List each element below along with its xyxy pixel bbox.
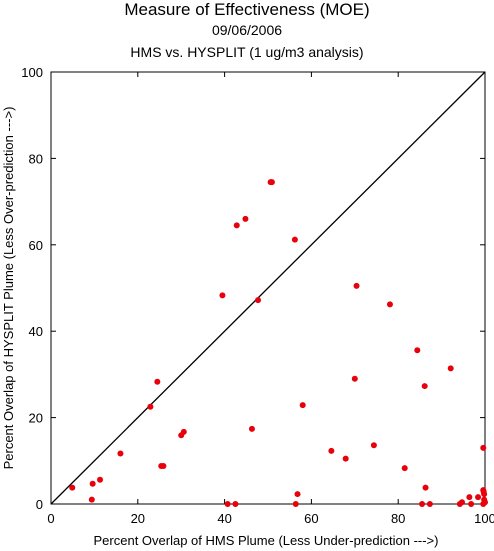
data-point (422, 484, 429, 491)
x-tick-label: 0 (47, 511, 54, 526)
data-point (248, 425, 255, 432)
y-tick-label: 60 (29, 238, 43, 253)
y-tick-label: 0 (36, 497, 43, 512)
data-point (97, 476, 104, 483)
data-point (468, 501, 475, 507)
data-point (219, 292, 226, 299)
data-point (147, 403, 154, 410)
data-point (401, 465, 408, 472)
x-tick-label: 80 (391, 511, 405, 526)
y-tick-label: 80 (29, 151, 43, 166)
data-point (426, 501, 433, 507)
data-point (291, 236, 298, 243)
x-tick-label: 60 (304, 511, 318, 526)
x-tick-label: 100 (474, 511, 494, 526)
chart-date: 09/06/2006 (211, 22, 283, 38)
data-point (328, 447, 335, 454)
data-point (480, 444, 487, 451)
y-axis-label: Percent Overlap of HYSPLIT Plume (Less O… (1, 107, 16, 470)
data-point (386, 301, 393, 308)
data-point (299, 402, 306, 409)
data-point (370, 442, 377, 449)
data-point (342, 455, 349, 462)
data-point (292, 501, 299, 507)
data-point (232, 501, 239, 507)
data-point (180, 428, 187, 435)
data-point (458, 499, 465, 506)
y-tick-label: 20 (29, 411, 43, 426)
data-point (233, 222, 240, 229)
data-point (255, 297, 262, 304)
data-point (353, 282, 360, 289)
data-point (447, 365, 454, 372)
plot-frame (50, 71, 486, 505)
data-point (351, 375, 358, 382)
data-point (88, 496, 95, 503)
data-point (154, 378, 161, 385)
data-point (482, 499, 488, 506)
data-point (160, 462, 167, 469)
x-tick-label: 20 (131, 511, 145, 526)
data-point (89, 480, 96, 487)
data-point (414, 347, 421, 354)
chart-subtitle: HMS vs. HYSPLIT (1 ug/m3 analysis) (130, 44, 364, 60)
chart-title: Measure of Effectiveness (MOE) (124, 0, 370, 19)
data-point (419, 501, 426, 507)
data-point (117, 450, 124, 457)
title-block: Measure of Effectiveness (MOE) 09/06/200… (0, 0, 494, 61)
data-point (294, 491, 301, 498)
plot-area: 0 20 40 60 80 100 0 20 40 60 80 100 (21, 65, 494, 526)
diagonal-reference-line (50, 71, 486, 505)
data-point (466, 494, 473, 501)
y-tick-label: 100 (21, 65, 43, 80)
x-axis-label: Percent Overlap of HMS Plume (Less Under… (94, 533, 439, 548)
y-tick-label: 40 (29, 324, 43, 339)
data-point (69, 484, 76, 491)
data-point (242, 215, 249, 222)
x-tick-label: 40 (217, 511, 231, 526)
data-point (421, 383, 428, 390)
data-point (475, 494, 482, 501)
data-point (224, 501, 231, 507)
data-point (480, 488, 487, 495)
data-point (268, 179, 275, 186)
